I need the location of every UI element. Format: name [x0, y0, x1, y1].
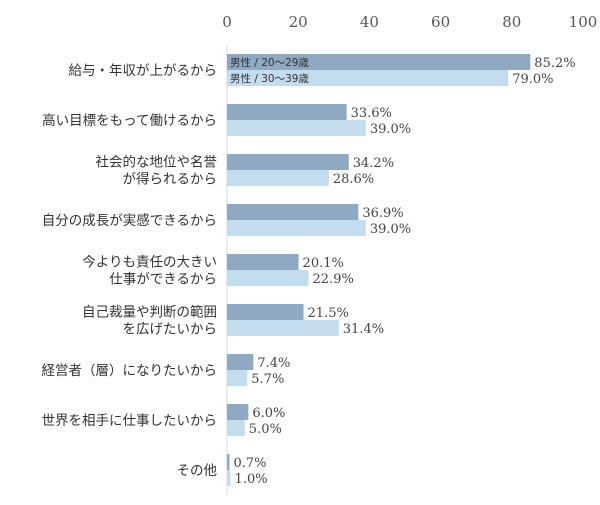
value-label: 5.0%	[249, 422, 282, 437]
bar-2	[227, 170, 329, 186]
bar-2	[227, 120, 366, 136]
bar-1	[227, 354, 254, 370]
bar-2	[227, 420, 245, 436]
bar-2	[227, 320, 339, 336]
bar-2	[227, 220, 366, 236]
value-label: 28.6%	[333, 172, 374, 187]
series-label: 男性 / 30〜39歳	[230, 72, 309, 85]
value-label: 36.9%	[362, 206, 403, 221]
bar-2	[227, 470, 231, 486]
bar-2	[227, 270, 309, 286]
category-label: 自分の成長が実感できるから	[42, 212, 217, 229]
bar-1	[227, 454, 230, 470]
bar-1	[227, 204, 359, 220]
value-label: 5.7%	[251, 372, 284, 387]
bar-2	[227, 70, 509, 86]
value-label: 33.6%	[351, 106, 392, 121]
category-label: が得られるから	[123, 171, 218, 188]
bar-1	[227, 154, 349, 170]
value-label: 79.0%	[512, 72, 553, 87]
series-label: 男性 / 20〜29歳	[230, 56, 309, 69]
category-label: 社会的な地位や名誉	[96, 155, 218, 171]
bar-2	[227, 370, 248, 386]
bars	[227, 54, 531, 486]
category-label: 経営者（層）になりたいから	[42, 363, 218, 379]
value-label: 39.0%	[370, 222, 411, 237]
bar-1	[227, 304, 304, 320]
category-label: その他	[177, 463, 218, 479]
value-label: 34.2%	[353, 156, 394, 171]
value-label: 7.4%	[257, 356, 290, 371]
value-label: 39.0%	[370, 122, 411, 137]
value-label: 6.0%	[252, 406, 285, 421]
category-label: 仕事ができるから	[109, 272, 217, 288]
category-labels: 給与・年収が上がるから高い目標をもって働けるから社会的な地位や名誉が得られるから…	[42, 63, 218, 479]
value-label: 1.0%	[235, 472, 268, 487]
value-labels: 85.2% 33.6% 34.2% 36.9% 20.1% 21.5% 7.4% 6.0% 0.…	[233, 56, 575, 487]
value-label: 20.1%	[303, 256, 344, 271]
value-label: 21.5%	[308, 306, 349, 321]
bar-1	[227, 404, 249, 420]
value-label: 0.7%	[233, 456, 266, 471]
x-tick-label: 20	[289, 13, 308, 31]
bar-1	[227, 54, 531, 70]
x-tick-label: 40	[360, 13, 379, 31]
x-tick-label: 80	[502, 13, 521, 31]
value-label: 22.9%	[313, 272, 354, 287]
bar-1	[227, 104, 347, 120]
category-label: 世界を相手に仕事したいから	[42, 413, 218, 429]
category-label: 今よりも責任の大きい	[82, 255, 217, 271]
x-tick-label: 0	[222, 13, 232, 31]
x-tick-label: 100	[569, 13, 598, 31]
x-tick-label: 60	[431, 13, 450, 31]
category-label: 給与・年収が上がるから	[69, 63, 218, 79]
bar-1	[227, 254, 299, 270]
value-label: 85.2%	[534, 56, 575, 71]
category-label: を広げたいから	[123, 322, 218, 338]
value-label: 31.4%	[343, 322, 384, 337]
category-label: 自己裁量や判断の範囲	[82, 305, 217, 321]
category-label: 高い目標をもって働けるから	[42, 112, 217, 129]
